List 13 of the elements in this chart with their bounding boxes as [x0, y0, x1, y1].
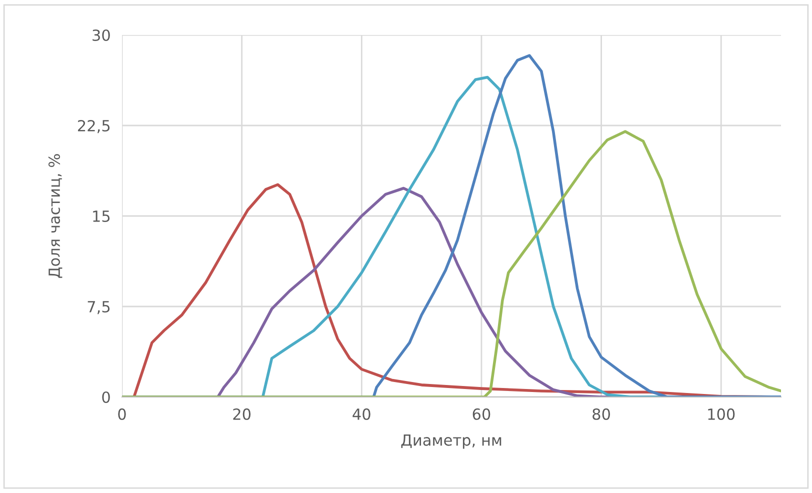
x-tick-label: 80 [592, 408, 610, 420]
x-tick-label: 20 [233, 408, 251, 420]
y-tick-label: 15 [93, 210, 110, 222]
x-tick-label: 60 [472, 408, 490, 420]
x-axis-title: Диаметр, нм [401, 434, 502, 449]
y-tick-label: 7,5 [88, 301, 110, 314]
x-tick-label: 0 [118, 408, 126, 420]
x-tick-label: 100 [708, 408, 735, 420]
x-tick-label: 40 [352, 408, 370, 420]
y-tick-label: 0 [102, 391, 110, 404]
y-axis-title: Доля частиц, % [48, 154, 62, 278]
y-tick-label: 30 [92, 29, 110, 42]
y-tick-label: 22,5 [78, 120, 110, 134]
